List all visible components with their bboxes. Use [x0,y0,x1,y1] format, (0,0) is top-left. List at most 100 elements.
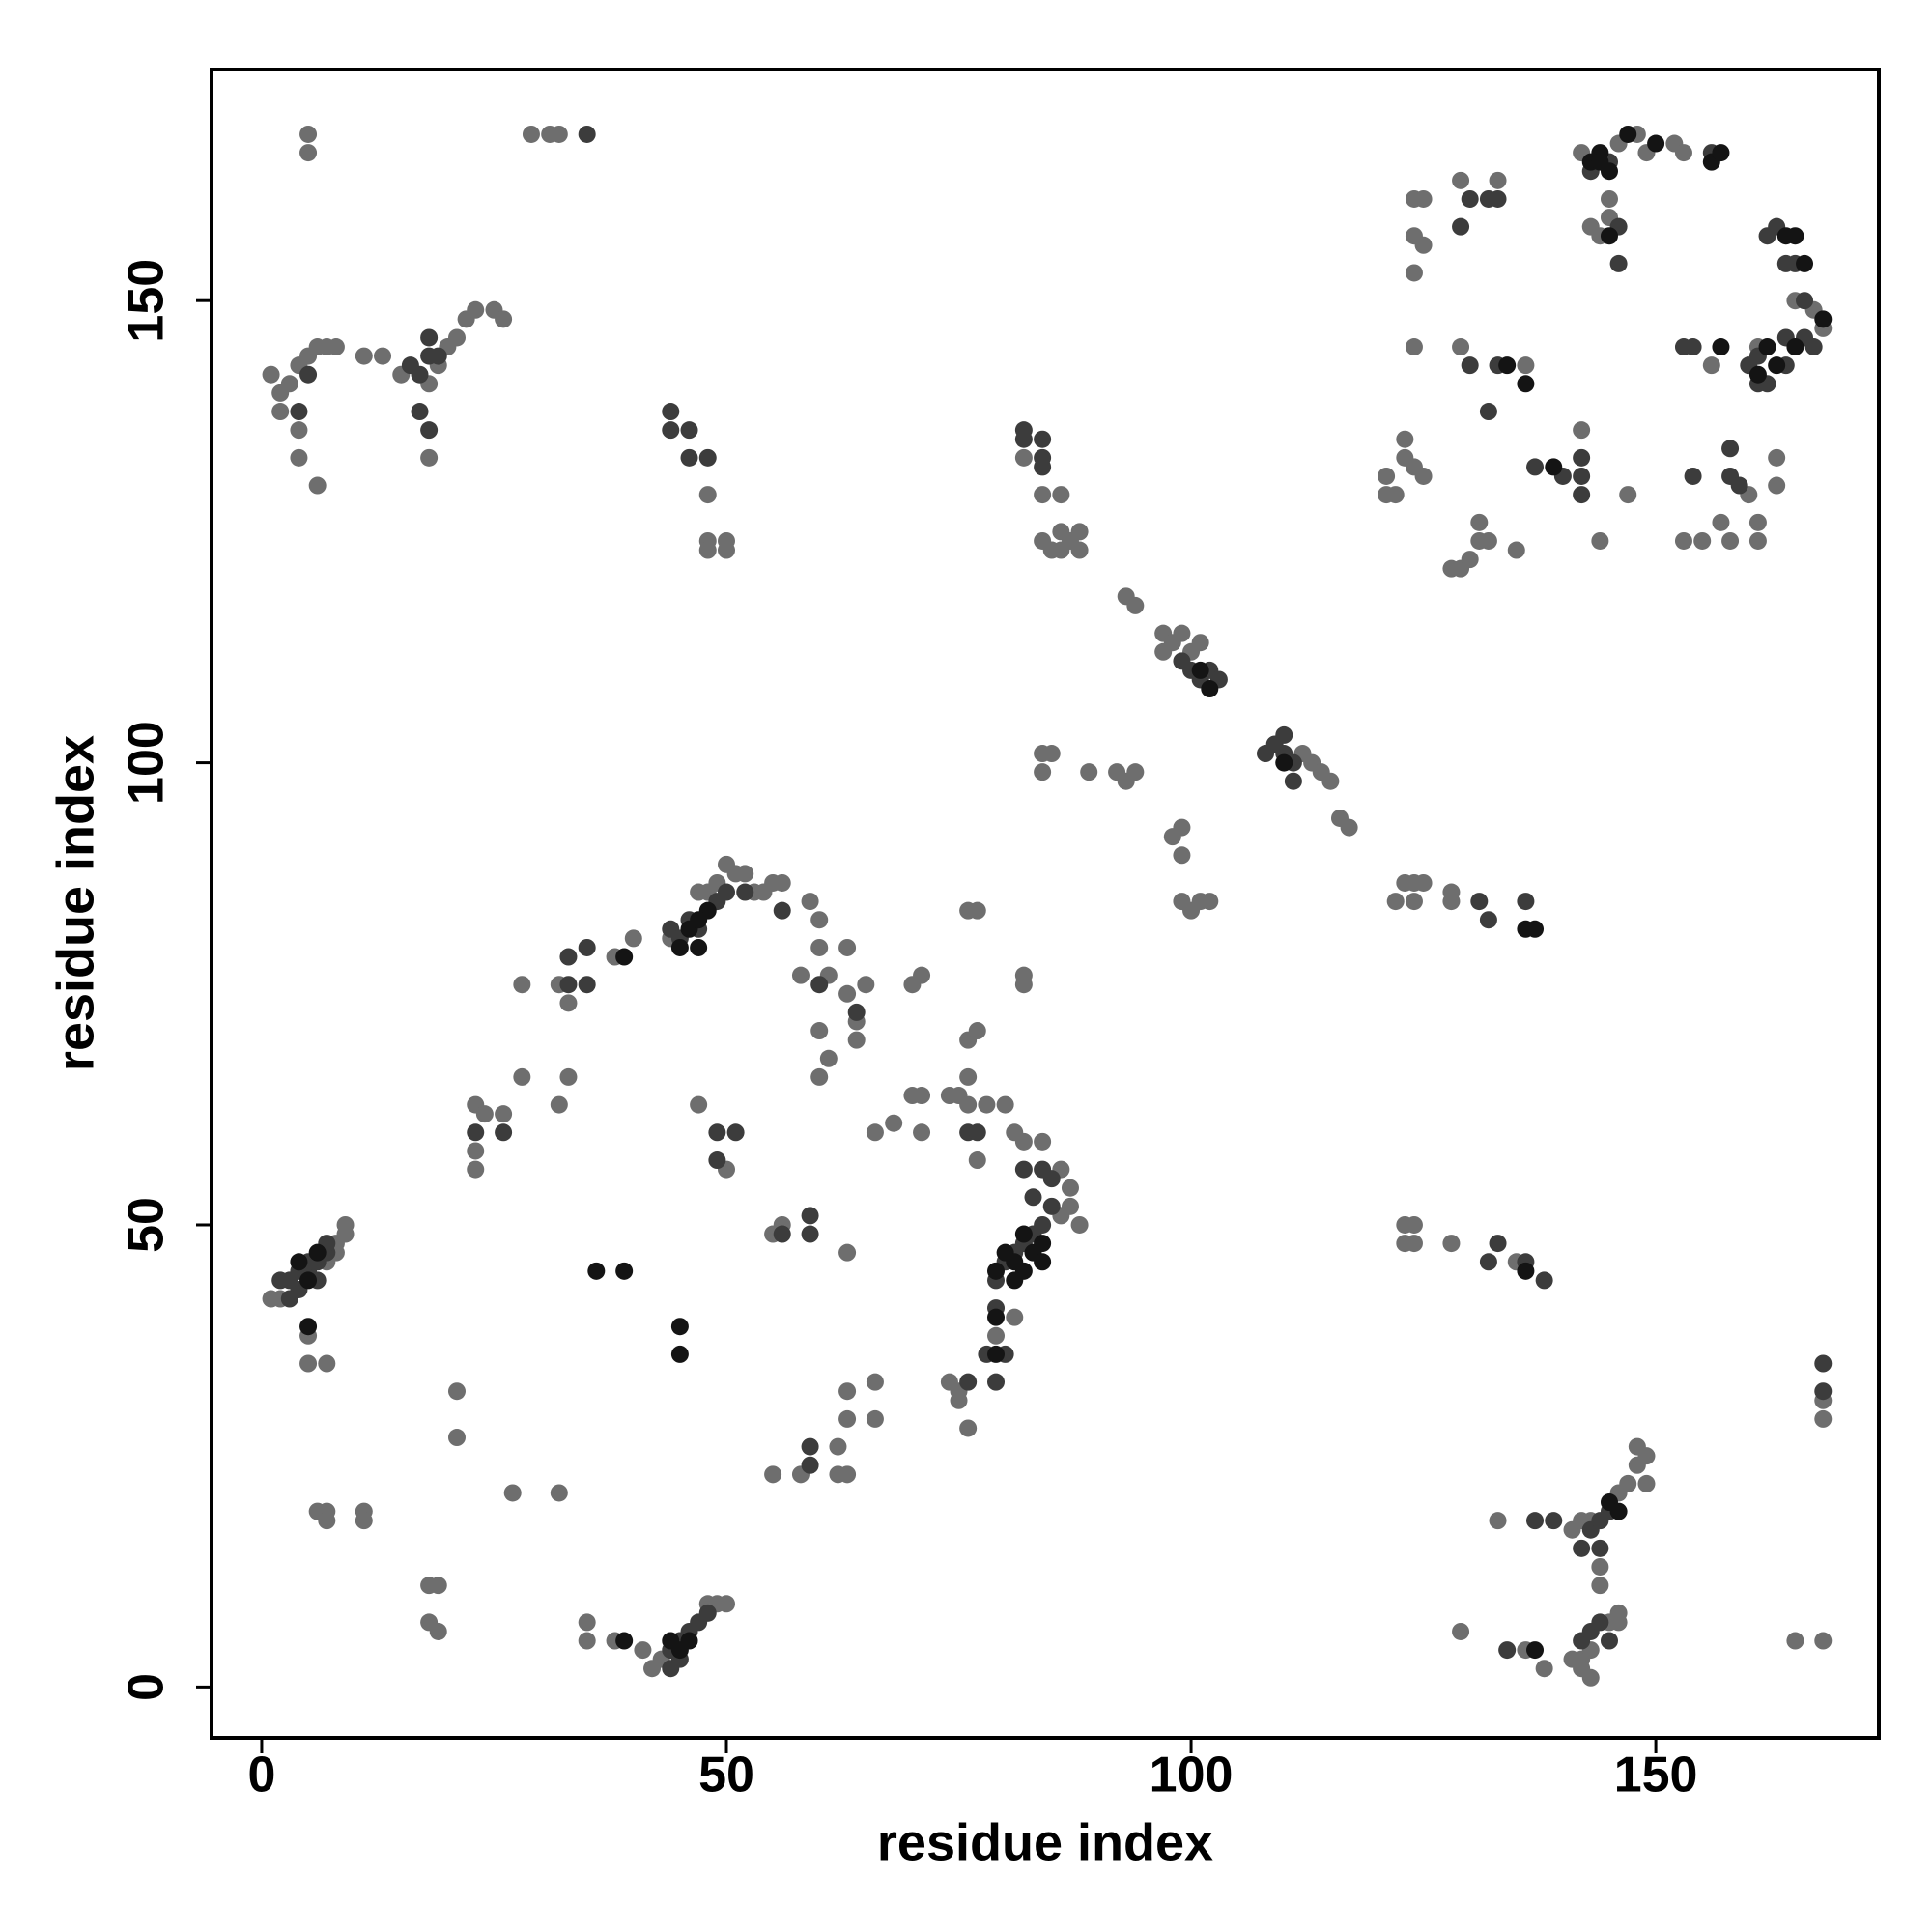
contact-point [1201,893,1219,911]
contact-point [1526,920,1545,938]
contact-point [959,1373,978,1391]
contact-point [1191,634,1209,652]
contact-point [420,448,439,467]
contact-point [1061,1179,1079,1197]
contact-point [1070,523,1089,541]
contact-point [1275,753,1293,772]
contact-point [1479,1253,1497,1271]
contact-point [495,1123,513,1142]
contact-point [1034,486,1052,504]
contact-point [467,1123,485,1142]
contact-point [1378,467,1396,485]
contact-point [1526,1512,1545,1530]
contact-point [1386,486,1405,504]
contact-point [1042,745,1061,763]
contact-point [1042,1197,1061,1215]
contact-point [355,1512,373,1530]
contact-point [1619,125,1637,143]
contact-point [690,938,708,956]
contact-point [429,347,447,365]
contact-point [550,125,568,143]
contact-point [374,347,392,365]
contact-point [467,1142,485,1160]
contact-point [1173,624,1191,642]
contact-point [885,1114,903,1132]
contact-point [1526,1641,1545,1660]
contact-point [801,1225,819,1243]
contact-point [1340,818,1358,837]
contact-point [857,976,875,994]
contact-point [634,1641,652,1660]
contact-point [801,1437,819,1456]
contact-point [1498,356,1517,375]
contact-point [522,125,540,143]
contact-point [615,948,634,966]
contact-point [559,976,578,994]
contact-point [838,1409,857,1428]
contact-point [1173,846,1191,865]
contact-point [1637,1474,1656,1492]
contact-point [1619,486,1637,504]
contact-point [1470,893,1489,911]
contact-point [987,1262,1006,1280]
contact-point [1748,513,1767,531]
contact-point [987,1345,1006,1363]
contact-point [1405,338,1423,356]
contact-point [718,883,736,901]
contact-point [1126,596,1145,614]
contact-point [810,1067,829,1086]
contact-point [447,1382,466,1401]
x-tick-label: 50 [698,1747,754,1804]
contact-point [1517,375,1535,393]
contact-point [978,1095,996,1114]
contact-point [1535,1660,1553,1678]
contact-point [1405,1215,1423,1234]
contact-point [1600,227,1618,245]
contact-point [1581,217,1600,236]
contact-point [1442,883,1461,901]
contact-point [680,1632,698,1650]
contact-point [1748,531,1767,550]
x-tick-label: 100 [1150,1747,1234,1804]
contact-point [1034,458,1052,476]
contact-point [299,144,318,162]
contact-point [801,893,819,911]
contact-point [467,300,485,319]
contact-point [1405,264,1423,282]
contact-point [1489,189,1507,208]
contact-point [1814,1354,1833,1373]
contact-point [1489,171,1507,189]
contact-point [411,403,429,421]
contact-point [764,1465,782,1484]
contact-point [1721,531,1740,550]
contact-point [1814,1382,1833,1401]
contact-point [968,1123,986,1142]
contact-point [262,365,280,384]
contact-point [810,938,829,956]
contact-point [1573,1539,1591,1557]
contact-point [327,338,345,356]
y-tick-label: 150 [119,259,175,343]
contact-point [1600,189,1618,208]
contact-point [1173,818,1191,837]
contact-point [1042,1170,1061,1188]
contact-point [690,1095,708,1114]
contact-point [662,403,680,421]
contact-point [1442,1235,1461,1253]
contact-point [578,1632,596,1650]
contact-point [1573,448,1591,467]
contact-point [736,883,754,901]
contact-point [1498,1641,1517,1660]
contact-point [1712,338,1730,356]
contact-point [773,901,791,920]
contact-point [318,1512,336,1530]
contact-point [1479,911,1497,929]
contact-point [1052,541,1070,559]
contact-point [280,1290,298,1308]
contact-point [1461,189,1479,208]
contact-point [968,1151,986,1170]
contact-point [866,1373,884,1391]
contact-point [1452,217,1470,236]
contact-point [336,1215,355,1234]
contact-point [299,365,318,384]
